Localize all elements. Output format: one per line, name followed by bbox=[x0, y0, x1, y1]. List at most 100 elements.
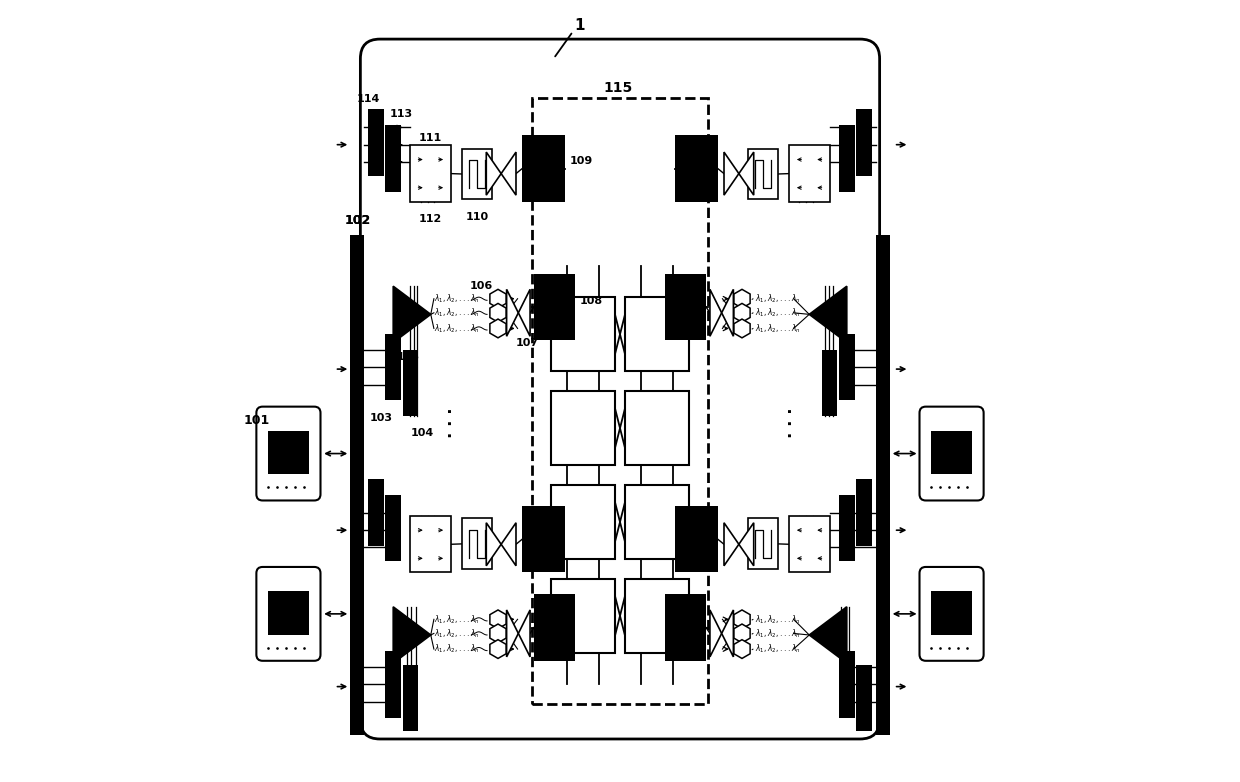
Text: 102: 102 bbox=[345, 214, 371, 227]
Text: $\lambda_1,\lambda_2,...\lambda_n$: $\lambda_1,\lambda_2,...\lambda_n$ bbox=[754, 292, 800, 305]
Bar bbox=[522, 506, 565, 572]
Bar bbox=[386, 495, 401, 561]
Text: $\lambda_1,\lambda_2,...\lambda_n$: $\lambda_1,\lambda_2,...\lambda_n$ bbox=[434, 643, 480, 655]
Polygon shape bbox=[739, 152, 754, 195]
Polygon shape bbox=[490, 610, 506, 629]
Bar bbox=[268, 431, 309, 474]
Text: $\lambda_1,\lambda_2,...\lambda_n$: $\lambda_1,\lambda_2,...\lambda_n$ bbox=[754, 307, 800, 319]
Polygon shape bbox=[507, 289, 518, 336]
FancyBboxPatch shape bbox=[410, 516, 451, 572]
Polygon shape bbox=[490, 640, 506, 658]
Text: 101: 101 bbox=[243, 414, 269, 427]
Bar bbox=[403, 665, 418, 731]
Text: 106: 106 bbox=[470, 282, 494, 291]
Bar bbox=[386, 125, 401, 192]
FancyBboxPatch shape bbox=[410, 145, 451, 202]
FancyBboxPatch shape bbox=[625, 579, 688, 653]
Polygon shape bbox=[734, 610, 750, 629]
Text: 102: 102 bbox=[345, 214, 371, 227]
Bar bbox=[666, 594, 706, 661]
Bar bbox=[386, 334, 401, 400]
Bar bbox=[368, 109, 384, 176]
Text: $\lambda_1,\lambda_2,...\lambda_n$: $\lambda_1,\lambda_2,...\lambda_n$ bbox=[754, 613, 800, 626]
Polygon shape bbox=[501, 522, 516, 566]
FancyBboxPatch shape bbox=[920, 407, 983, 500]
FancyBboxPatch shape bbox=[748, 149, 777, 199]
Polygon shape bbox=[724, 522, 739, 566]
FancyBboxPatch shape bbox=[361, 39, 879, 739]
FancyBboxPatch shape bbox=[789, 145, 830, 202]
Polygon shape bbox=[734, 289, 750, 308]
Polygon shape bbox=[734, 624, 750, 643]
FancyBboxPatch shape bbox=[625, 485, 688, 559]
Bar bbox=[268, 591, 309, 634]
Polygon shape bbox=[724, 152, 739, 195]
Polygon shape bbox=[810, 286, 847, 343]
Text: $\lambda_1,\lambda_2,...\lambda_n$: $\lambda_1,\lambda_2,...\lambda_n$ bbox=[754, 322, 800, 335]
Bar bbox=[675, 506, 718, 572]
Polygon shape bbox=[518, 610, 529, 657]
FancyBboxPatch shape bbox=[257, 407, 320, 500]
Polygon shape bbox=[393, 286, 430, 343]
Text: 112: 112 bbox=[419, 214, 443, 224]
Polygon shape bbox=[810, 607, 847, 663]
Bar bbox=[856, 479, 872, 546]
Text: · · ·: · · · bbox=[782, 407, 801, 438]
Bar bbox=[839, 334, 854, 400]
Bar bbox=[350, 235, 365, 735]
FancyBboxPatch shape bbox=[748, 518, 777, 569]
FancyBboxPatch shape bbox=[532, 98, 708, 704]
Polygon shape bbox=[486, 152, 501, 195]
Text: 103: 103 bbox=[370, 413, 392, 422]
FancyBboxPatch shape bbox=[552, 297, 615, 371]
FancyBboxPatch shape bbox=[625, 297, 688, 371]
FancyBboxPatch shape bbox=[463, 149, 492, 199]
Polygon shape bbox=[734, 319, 750, 338]
FancyBboxPatch shape bbox=[552, 391, 615, 465]
Polygon shape bbox=[490, 303, 506, 322]
Text: 108: 108 bbox=[579, 296, 603, 306]
Bar bbox=[522, 135, 565, 202]
Text: $\lambda_1,\lambda_2,...\lambda_n$: $\lambda_1,\lambda_2,...\lambda_n$ bbox=[434, 292, 480, 305]
Polygon shape bbox=[486, 522, 501, 566]
Bar bbox=[875, 235, 890, 735]
Text: 104: 104 bbox=[410, 429, 434, 438]
Polygon shape bbox=[490, 624, 506, 643]
Polygon shape bbox=[518, 289, 529, 336]
Polygon shape bbox=[490, 289, 506, 308]
FancyBboxPatch shape bbox=[552, 485, 615, 559]
Bar bbox=[931, 591, 972, 634]
Text: $\lambda_1,\lambda_2,...\lambda_n$: $\lambda_1,\lambda_2,...\lambda_n$ bbox=[434, 307, 480, 319]
Bar bbox=[856, 109, 872, 176]
Text: 114: 114 bbox=[357, 94, 379, 103]
Bar bbox=[856, 665, 872, 731]
Text: 109: 109 bbox=[570, 156, 593, 166]
FancyBboxPatch shape bbox=[463, 518, 492, 569]
FancyBboxPatch shape bbox=[920, 567, 983, 661]
Bar bbox=[534, 594, 574, 661]
Polygon shape bbox=[734, 303, 750, 322]
Polygon shape bbox=[739, 522, 754, 566]
FancyBboxPatch shape bbox=[257, 567, 320, 661]
Bar bbox=[403, 350, 418, 416]
Bar bbox=[839, 495, 854, 561]
Polygon shape bbox=[501, 152, 516, 195]
Bar bbox=[675, 135, 718, 202]
Bar bbox=[368, 479, 384, 546]
FancyBboxPatch shape bbox=[789, 516, 830, 572]
Bar bbox=[931, 431, 972, 474]
FancyBboxPatch shape bbox=[625, 391, 688, 465]
Text: 113: 113 bbox=[389, 109, 413, 119]
Bar bbox=[666, 274, 706, 340]
Text: $\lambda_1,\lambda_2,...\lambda_n$: $\lambda_1,\lambda_2,...\lambda_n$ bbox=[754, 627, 800, 640]
Polygon shape bbox=[711, 610, 722, 657]
FancyBboxPatch shape bbox=[552, 579, 615, 653]
Polygon shape bbox=[393, 607, 430, 663]
Bar bbox=[839, 125, 854, 192]
Polygon shape bbox=[507, 610, 518, 657]
Text: $\lambda_1,\lambda_2,...\lambda_n$: $\lambda_1,\lambda_2,...\lambda_n$ bbox=[434, 322, 480, 335]
Bar bbox=[822, 350, 837, 416]
Text: 105: 105 bbox=[397, 352, 419, 361]
Text: 115: 115 bbox=[603, 81, 632, 95]
Text: $\lambda_1,\lambda_2,...\lambda_n$: $\lambda_1,\lambda_2,...\lambda_n$ bbox=[754, 643, 800, 655]
